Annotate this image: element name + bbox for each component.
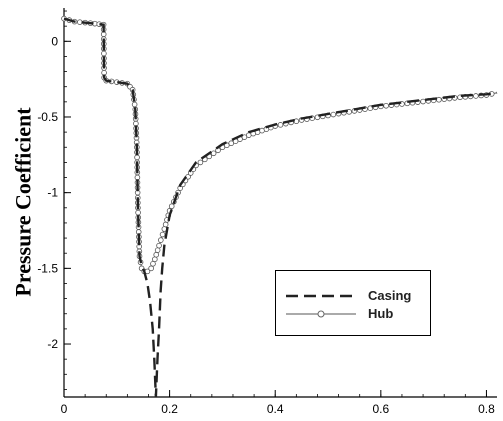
hub-point <box>133 120 139 127</box>
hub-point <box>101 50 107 57</box>
hub-point <box>148 265 154 272</box>
y-tick-label: -1.5 <box>37 261 58 275</box>
legend: Casing Hub <box>275 270 431 336</box>
legend-label-hub: Hub <box>368 306 394 321</box>
hub-point <box>152 256 158 263</box>
hub-point <box>473 93 479 99</box>
x-tick-label: 0.2 <box>161 402 178 416</box>
x-tick-label: 0.6 <box>372 402 389 416</box>
legend-item-hub: Hub <box>286 307 393 321</box>
series-line-hub <box>63 18 498 272</box>
legend-item-casing: Casing <box>286 289 411 303</box>
hub-point <box>197 159 204 166</box>
hub-point <box>159 231 166 238</box>
hub-point <box>162 221 169 228</box>
y-axis-label-container: Pressure Coefficient <box>4 12 44 392</box>
legend-label-casing: Casing <box>368 288 412 303</box>
hub-point <box>134 174 141 181</box>
x-tick-label: 0.4 <box>267 402 284 416</box>
hub-point <box>383 102 389 109</box>
legend-swatch-hub <box>286 310 356 318</box>
x-tick-label: 0 <box>61 402 68 416</box>
hub-point <box>330 111 337 118</box>
hub-point <box>367 105 374 112</box>
legend-swatch-casing <box>286 294 356 298</box>
y-tick-label: -1 <box>47 186 58 200</box>
hub-point <box>100 31 107 38</box>
hub-point <box>156 242 162 249</box>
y-tick-label: -2 <box>47 337 58 351</box>
series-line-casing <box>63 17 498 398</box>
hub-point <box>210 150 217 157</box>
hub-point <box>135 209 141 216</box>
y-tick-label: 0 <box>51 34 58 48</box>
y-axis-label: Pressure Coefficient <box>11 107 36 297</box>
hub-point <box>168 203 175 210</box>
hub-point <box>131 101 138 108</box>
x-tick-label: 0.8 <box>478 402 495 416</box>
y-tick-label: -0.5 <box>37 110 58 124</box>
hub-point <box>277 122 284 128</box>
hub-point <box>154 247 161 253</box>
hub-point <box>436 96 442 103</box>
hub-point <box>153 251 160 258</box>
hub-point <box>150 261 156 267</box>
hub-point <box>134 154 140 161</box>
hub-point <box>77 19 83 25</box>
hub-point <box>158 237 164 243</box>
hub-point <box>420 98 426 105</box>
hub-point <box>228 140 235 147</box>
